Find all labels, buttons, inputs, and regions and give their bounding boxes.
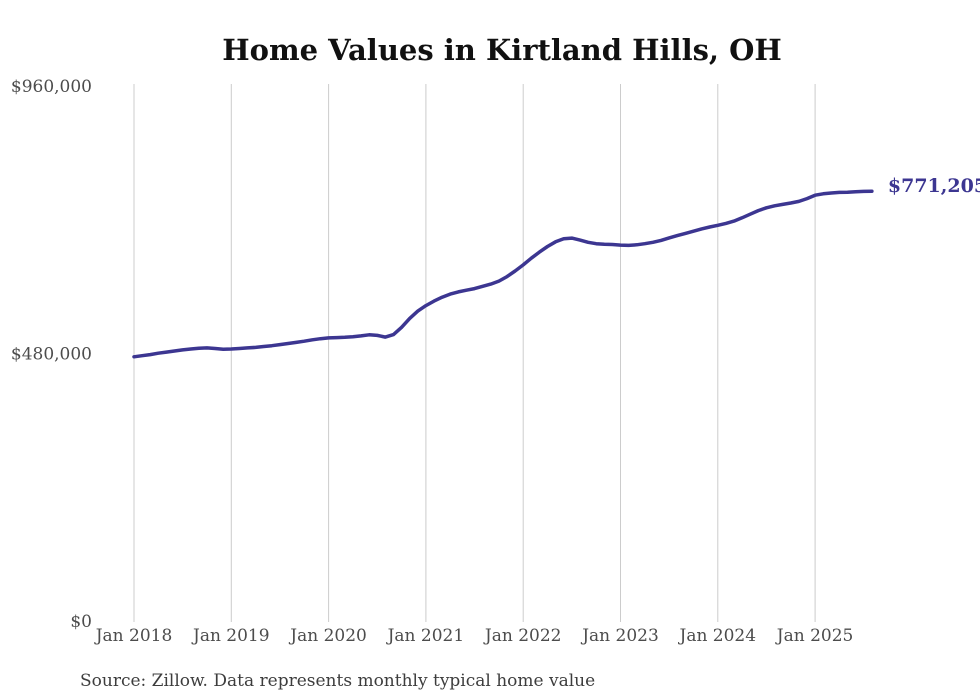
y-tick-480000: $480,000	[11, 345, 92, 365]
y-tick-0: $0	[70, 612, 92, 632]
x-tick-jan-2025: Jan 2025	[775, 626, 854, 646]
x-tick-jan-2020: Jan 2020	[288, 626, 367, 646]
x-tick-jan-2022: Jan 2022	[483, 626, 562, 646]
x-tick-jan-2024: Jan 2024	[678, 626, 757, 646]
x-tick-jan-2023: Jan 2023	[580, 626, 659, 646]
x-tick-jan-2018: Jan 2018	[94, 626, 173, 646]
x-tick-jan-2021: Jan 2021	[386, 626, 465, 646]
y-tick-960000: $960,000	[11, 77, 92, 97]
chart-title: Home Values in Kirtland Hills, OH	[222, 33, 782, 67]
x-tick-jan-2019: Jan 2019	[191, 626, 270, 646]
year-gridlines	[133, 84, 816, 622]
home-value-line	[132, 189, 874, 359]
x-axis-labels: Jan 2018 Jan 2019 Jan 2020 Jan 2021 Jan 2022…	[94, 626, 854, 646]
source-note: Source: Zillow. Data represents monthly …	[80, 671, 595, 691]
y-axis-labels: $0 $480,000 $960,000	[11, 77, 92, 632]
latest-value-label: $771,205	[888, 175, 980, 197]
